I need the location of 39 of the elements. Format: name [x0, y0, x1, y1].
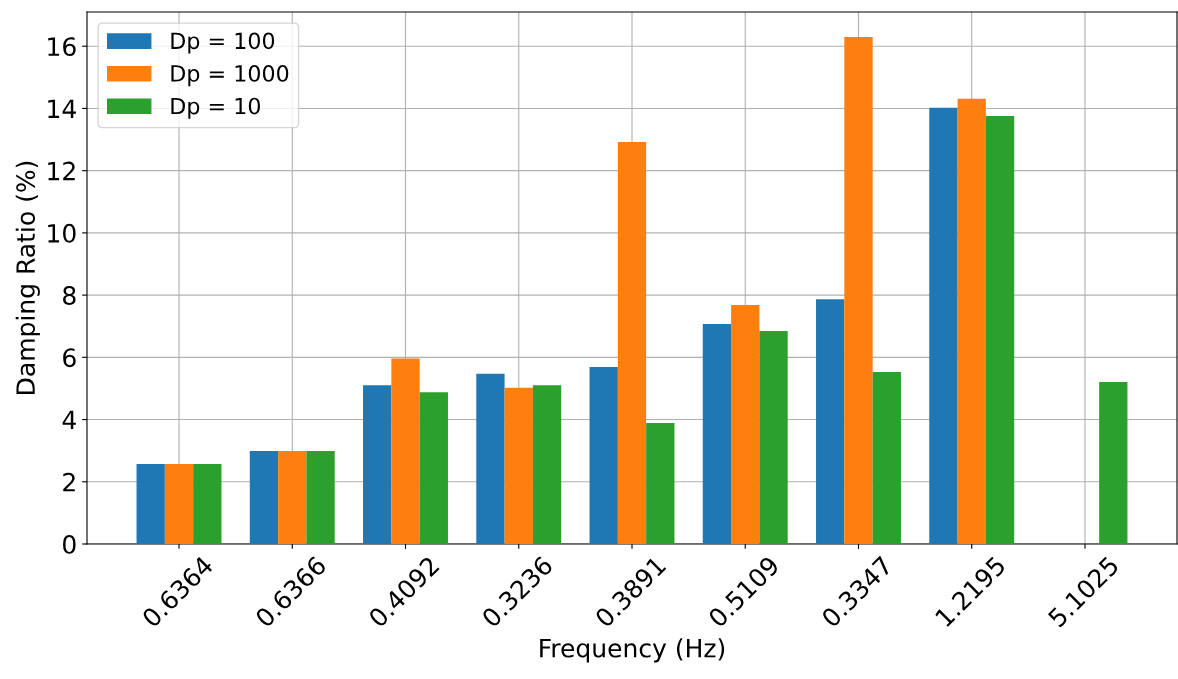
- bar: [731, 305, 760, 544]
- y-tick-label: 10: [48, 223, 76, 243]
- bar: [306, 450, 335, 544]
- bar: [249, 450, 279, 544]
- bar: [278, 450, 307, 544]
- bar: [136, 464, 165, 544]
- bar: [1099, 381, 1128, 544]
- bar: [816, 299, 845, 544]
- bar: [702, 324, 732, 544]
- y-tick-label: 8: [63, 286, 76, 305]
- y-axis-title: Damping Ratio (%): [15, 161, 40, 394]
- bar: [759, 330, 788, 544]
- bar: [646, 422, 675, 544]
- bar: [872, 371, 901, 544]
- bar: [419, 392, 448, 544]
- bar: [589, 366, 618, 544]
- y-tick-label: 0: [63, 534, 76, 554]
- legend-label: Dp = 1000: [171, 65, 289, 87]
- y-tick-label: 4: [62, 410, 76, 430]
- bar: [985, 115, 1015, 544]
- bar: [476, 373, 505, 544]
- legend-label: Dp = 10: [171, 97, 260, 119]
- bar: [532, 385, 562, 544]
- y-tick-label: 2: [63, 472, 75, 492]
- bar: [391, 358, 420, 544]
- bar: [193, 464, 222, 544]
- bar: [363, 385, 392, 544]
- y-tick-label: 16: [48, 37, 76, 57]
- bar: [844, 36, 873, 544]
- bar: [617, 142, 647, 544]
- bar: [957, 98, 986, 544]
- y-tick-label: 14: [48, 99, 76, 118]
- bar: [164, 464, 194, 544]
- x-axis-title: Frequency (Hz): [540, 638, 725, 663]
- y-tick-label: 12: [48, 161, 75, 181]
- legend-label: Dp = 100: [171, 32, 275, 54]
- bar: [504, 387, 533, 544]
- y-tick-label: 6: [63, 348, 76, 368]
- bar: [929, 107, 958, 544]
